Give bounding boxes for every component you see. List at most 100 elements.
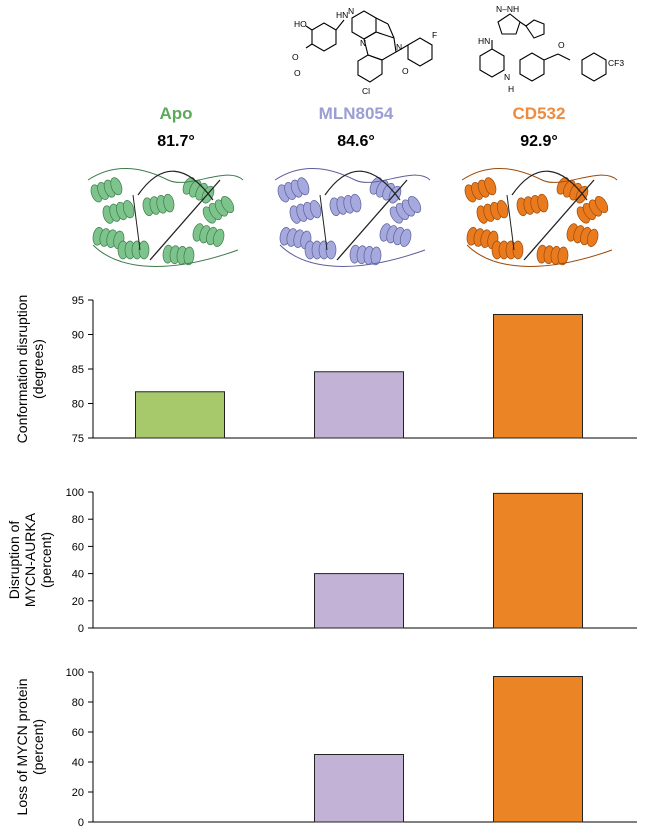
helix-ribbon [277, 177, 310, 203]
helix-ribbon [117, 240, 150, 260]
y-tick-label: 80 [72, 514, 84, 526]
helix-ribbon [102, 200, 135, 224]
helix-ribbon [379, 223, 412, 247]
y-tick-label: 75 [72, 433, 84, 445]
chem-label: CF3 [608, 58, 624, 68]
helix-ribbon [349, 244, 382, 266]
y-tick-label: 85 [72, 364, 84, 376]
y-tick-label: 0 [78, 817, 84, 829]
y-axis-label: MYCN-AURKA [22, 512, 38, 607]
chem-label: O [292, 52, 299, 62]
chem-label: H [508, 84, 514, 94]
y-tick-label: 100 [66, 487, 84, 499]
angle-line [319, 194, 328, 251]
angle-line [132, 194, 141, 251]
helix-ribbon [466, 227, 499, 250]
helix-ribbon [516, 193, 549, 216]
angle-value-apo: 81.7° [157, 133, 195, 150]
y-axis-label: Disruption of [6, 521, 22, 600]
bar-cd532 [493, 492, 583, 629]
y-axis-label: (degrees) [30, 339, 46, 399]
protein-structure-cd532 [461, 167, 618, 267]
helix-ribbon [476, 200, 509, 224]
chem-label: HN [478, 36, 490, 46]
y-tick-label: 90 [72, 330, 84, 342]
loop-ribbon [92, 244, 239, 267]
angle-value-cd532: 92.9° [520, 133, 558, 150]
helix-ribbon [491, 240, 524, 260]
loop-ribbon [279, 244, 426, 267]
y-axis-label: Loss of MYCN protein [14, 679, 30, 816]
chem-label: N [504, 72, 510, 82]
bar-mln8054 [314, 754, 404, 823]
compound-label-mln8054: MLN8054 [318, 104, 394, 123]
y-tick-label: 95 [72, 295, 84, 307]
y-axis-label: (percent) [38, 532, 54, 588]
helix-ribbon [329, 193, 362, 216]
chem-label: N–NH [496, 4, 519, 14]
y-tick-label: 60 [72, 541, 84, 553]
y-tick-label: 80 [72, 697, 84, 709]
helix-ribbon [92, 227, 125, 250]
compound-label-cd532: CD532 [512, 104, 566, 123]
y-tick-label: 60 [72, 727, 84, 739]
helix-ribbon [576, 195, 609, 224]
y-axis-label: Conformation disruption [14, 295, 30, 444]
y-tick-label: 40 [72, 569, 84, 581]
chem-label: N [396, 42, 402, 52]
y-axis-label: (percent) [30, 719, 46, 775]
bar-cd532 [493, 676, 583, 823]
chem-label: O [558, 40, 565, 50]
chem-label: F [432, 30, 437, 40]
compound-label-apo: Apo [159, 104, 193, 123]
chem-label: N [360, 38, 366, 48]
helix-ribbon [389, 195, 422, 224]
helix-ribbon [289, 200, 322, 224]
loop-ribbon [466, 244, 613, 267]
loop-ribbon [87, 167, 244, 183]
protein-structure-apo [87, 167, 244, 267]
loop-ribbon [461, 167, 618, 183]
mln8054-structure: HO HN N N O O N F O Cl [292, 6, 437, 96]
angle-line [523, 179, 595, 261]
chem-label: HO [294, 19, 307, 29]
bar-cd532 [493, 313, 583, 439]
y-tick-label: 80 [72, 399, 84, 411]
angle-line [506, 194, 515, 251]
chem-label: O [402, 66, 409, 76]
y-tick-label: 20 [72, 787, 84, 799]
protein-structure-mln8054 [274, 167, 431, 267]
helix-ribbon [304, 240, 337, 260]
y-tick-label: 40 [72, 757, 84, 769]
helix-ribbon [162, 244, 195, 266]
figure-header: HO HN N N O O N F O Cl N–NH HN N [0, 0, 651, 280]
helix-ribbon [464, 177, 497, 203]
angle-value-mln8054: 84.6° [337, 133, 375, 150]
angle-arc [511, 170, 588, 201]
mycn-protein-loss-chart: 0 20 40 60 80 100 Loss of MYCN protein (percent… [14, 667, 637, 829]
chem-label: Cl [362, 86, 370, 96]
y-tick-label: 100 [66, 667, 84, 679]
chem-label: HN [336, 10, 348, 20]
chem-label: N [348, 6, 354, 16]
helix-ribbon [566, 223, 599, 247]
bar-mln8054 [314, 573, 404, 629]
mycn-aurka-disruption-chart: 0 20 40 60 80 100 Disruption of MYCN-AURKA (perc… [6, 487, 637, 635]
y-tick-label: 0 [78, 623, 84, 635]
helix-ribbon [536, 244, 569, 266]
cd532-structure: N–NH HN N H O CF3 [478, 4, 624, 94]
bar-apo [135, 391, 225, 439]
angle-line [149, 179, 221, 261]
helix-ribbon [90, 177, 123, 203]
helix-ribbon [202, 195, 235, 224]
chem-label: O [294, 68, 301, 78]
helix-ribbon [192, 223, 225, 247]
conformation-disruption-chart: 75 80 85 90 95 Conformation disruption (degree… [14, 295, 637, 445]
angle-arc [137, 170, 214, 201]
angle-line [336, 179, 408, 261]
angle-arc [324, 170, 401, 201]
helix-ribbon [142, 193, 175, 216]
y-tick-label: 20 [72, 596, 84, 608]
loop-ribbon [274, 167, 431, 183]
bar-mln8054 [314, 371, 404, 439]
